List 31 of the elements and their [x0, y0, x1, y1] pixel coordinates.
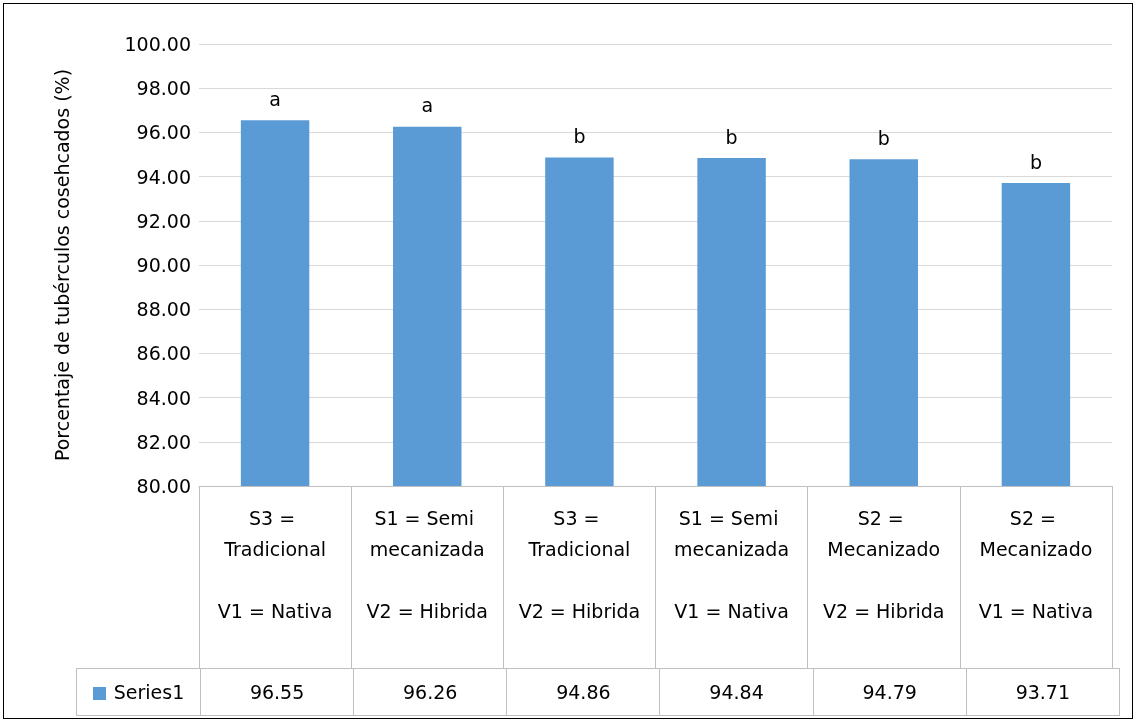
y-tick-label: 96.00: [136, 121, 191, 144]
data-label: 93.71: [966, 668, 1120, 716]
y-tick-label: 86.00: [136, 342, 191, 365]
category-label: S1 = Semi mecanizada V2 = Hibrida: [366, 506, 489, 622]
annotation: b: [1029, 150, 1042, 173]
annotation: b: [877, 126, 890, 149]
annotation: b: [573, 125, 586, 148]
data-label: 96.26: [353, 668, 507, 716]
category-label: S2 = Mecanizado V1 = Nativa: [978, 506, 1094, 622]
y-axis-title: Porcentaje de tubérculos cosehcados (%): [50, 68, 73, 462]
y-tick-label: 84.00: [136, 386, 191, 409]
category-label: S1 = Semi mecanizada V1 = Nativa: [674, 506, 790, 622]
y-tick-label: 88.00: [136, 298, 191, 321]
data-label: 96.55: [200, 668, 354, 716]
data-label: 94.86: [506, 668, 660, 716]
legend-label: Series1: [113, 681, 185, 703]
annotation: b: [725, 125, 738, 148]
data-label: 94.84: [659, 668, 814, 716]
y-tick-label: 90.00: [136, 254, 191, 276]
category-label: S3 = Tradicional V1 = Nativa: [217, 506, 333, 622]
y-tick-label: 94.00: [136, 165, 191, 188]
y-tick-label: 92.00: [136, 209, 191, 232]
y-tick-label: 98.00: [136, 77, 191, 100]
annotation: a: [421, 94, 434, 117]
category-label: S2 = Mecanizado V2 = Hibrida: [822, 506, 945, 622]
data-label: 94.79: [813, 668, 967, 716]
y-tick-label: 100.00: [124, 33, 191, 55]
category-label: S3 = Tradicional V2 = Hibrida: [518, 506, 641, 622]
annotation: a: [269, 87, 281, 110]
y-tick-label: 80.00: [136, 475, 191, 497]
y-tick-label: 82.00: [136, 430, 191, 453]
